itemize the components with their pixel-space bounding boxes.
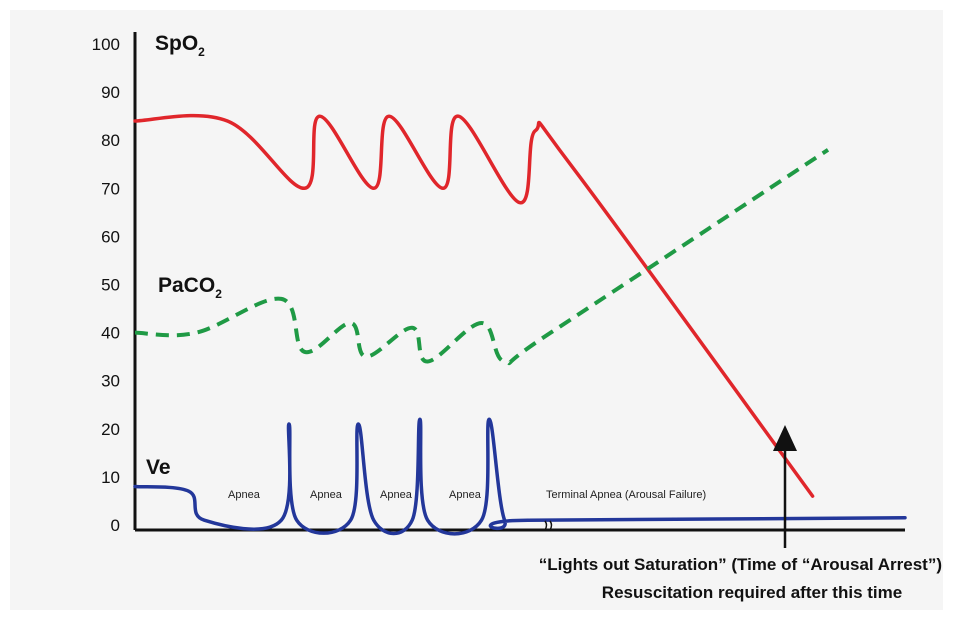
y-tick-label: 60 — [101, 227, 120, 246]
spo2-label: SpO2 — [155, 32, 205, 59]
y-tick-label: 0 — [111, 516, 120, 535]
resuscitation-note: Resuscitation required after this time — [602, 583, 902, 602]
ve-label: Ve — [146, 456, 171, 479]
chart-panel — [10, 10, 943, 610]
y-tick-label: 40 — [101, 324, 120, 343]
y-tick-label: 20 — [101, 420, 120, 439]
axis-break-mark — [544, 520, 553, 531]
y-tick-label: 90 — [101, 83, 120, 102]
apnea-label-4: Apnea — [449, 489, 482, 501]
lights-out-arrow-head — [773, 425, 797, 451]
paco2-label: PaCO2 — [158, 274, 222, 301]
terminal-apnea-label: Terminal Apnea (Arousal Failure) — [546, 489, 706, 501]
paco2-line — [134, 148, 830, 366]
y-tick-label: 30 — [101, 372, 120, 391]
y-tick-label: 100 — [92, 35, 120, 54]
ve-line — [133, 417, 907, 536]
y-tick-label: 50 — [101, 276, 120, 295]
lights-out-note: “Lights out Saturation” (Time of “Arousa… — [539, 555, 942, 574]
apnea-label-2: Apnea — [310, 489, 343, 501]
y-tick-label: 80 — [101, 131, 120, 150]
y-tick-label: 10 — [101, 468, 120, 487]
apnea-label-3: Apnea — [380, 489, 413, 501]
apnea-label-1: Apnea — [228, 489, 261, 501]
y-tick-label: 70 — [101, 179, 120, 198]
spo2-line — [133, 113, 815, 498]
